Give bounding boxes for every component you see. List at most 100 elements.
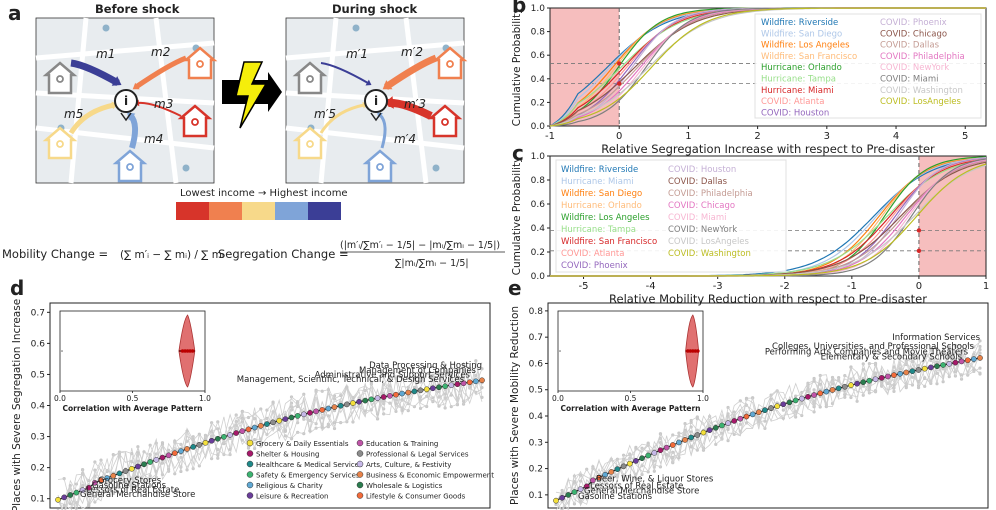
legend-entry: COVID: Washington xyxy=(880,86,963,96)
category-point xyxy=(386,392,393,399)
category-point xyxy=(122,468,129,474)
category-point xyxy=(374,395,381,402)
house-icon xyxy=(112,149,148,183)
panel-e: e 0.1 0.2 0.3 0.4 0.5 0.6 0.7 0.8 Places with Sev… xyxy=(508,276,989,510)
inset-tick-label: 0.0 xyxy=(54,394,66,403)
person-icon xyxy=(446,60,454,68)
map-road xyxy=(318,17,339,184)
category-point xyxy=(602,471,609,478)
category-point xyxy=(221,433,227,440)
category-point xyxy=(958,358,965,365)
legend-entry: COVID: Chicago xyxy=(880,29,947,39)
legend-entry: COVID: Houston xyxy=(668,165,736,175)
y-tick-label: 0.6 xyxy=(531,200,546,210)
flow-arrowhead xyxy=(384,96,394,109)
y-tick-label: 0.7 xyxy=(529,333,543,343)
shock-lightning-icon xyxy=(222,61,282,129)
category-point xyxy=(866,377,873,384)
x-tick-label: -3 xyxy=(713,281,723,292)
category-point xyxy=(559,494,565,501)
legend-entry: Wildfire: San Diego xyxy=(561,189,642,199)
category-annotation: Beer, Wine, & Liquor Stores xyxy=(596,475,714,485)
y-tick-label: 0.4 xyxy=(531,224,546,234)
category-point xyxy=(362,397,369,404)
city-trace xyxy=(57,368,483,510)
y-tick-label: 1.0 xyxy=(531,4,546,14)
category-point xyxy=(669,442,676,448)
city-trace xyxy=(61,362,483,510)
category-point xyxy=(749,411,756,418)
legend-marker xyxy=(356,460,364,468)
y-tick-label: 0.1 xyxy=(31,495,45,505)
category-point xyxy=(633,458,639,464)
city-trace xyxy=(57,373,483,510)
category-annotation: Elementary & Secondary Schools xyxy=(821,353,963,363)
category-point xyxy=(798,395,805,402)
city-trace xyxy=(555,345,981,505)
category-point xyxy=(571,489,578,495)
plot-frame xyxy=(547,302,989,509)
x-tick-label: -5 xyxy=(579,281,589,292)
poi-pin xyxy=(120,112,132,122)
category-point xyxy=(915,367,922,373)
category-point xyxy=(927,364,934,371)
category-point xyxy=(442,383,448,390)
category-point xyxy=(565,492,572,498)
reference-point xyxy=(916,228,922,233)
category-annotation: General Merchandise Store xyxy=(80,490,195,500)
during-shock-title: During shock xyxy=(332,2,418,16)
flow-arrow xyxy=(70,59,120,87)
violin-point xyxy=(688,349,693,353)
category-point xyxy=(110,472,117,479)
category-point xyxy=(429,385,436,392)
category-point xyxy=(614,466,621,473)
violin-point xyxy=(180,349,185,353)
x-tick-label: -2 xyxy=(780,281,790,292)
legend-entry: Hurricane: Orlando xyxy=(761,63,842,73)
category-point xyxy=(725,420,731,427)
category-point xyxy=(196,441,203,448)
mobility-change-formula: (∑ m′ᵢ − ∑ mᵢ) / ∑ mᵢ xyxy=(120,249,224,261)
category-point xyxy=(331,404,338,410)
income-color-swatch xyxy=(242,202,275,220)
category-point xyxy=(190,444,197,450)
category-point xyxy=(940,362,946,368)
category-point xyxy=(227,432,233,438)
category-point xyxy=(153,456,160,463)
category-point xyxy=(135,463,141,470)
legend-entry: Arts, Culture, & Festivity xyxy=(366,461,451,469)
category-annotation: Colleges, Universities, and Professional… xyxy=(772,342,975,352)
flow-label: m′4 xyxy=(394,132,416,146)
violin-point xyxy=(696,349,700,353)
person-icon xyxy=(56,75,64,83)
poi-icon-glyph: i xyxy=(374,94,378,108)
legend-entry: Wildfire: Los Angeles xyxy=(561,213,650,223)
y-tick-label: 0.5 xyxy=(529,386,543,396)
legend-entry: COVID: LosAngeles xyxy=(880,97,962,107)
house-outline xyxy=(292,126,328,160)
legend-entry: Leisure & Recreation xyxy=(256,493,329,501)
legend-entry: COVID: Phoenix xyxy=(880,18,947,28)
category-point xyxy=(479,377,485,384)
category-point xyxy=(67,492,74,498)
inset-marker xyxy=(559,350,561,352)
category-point xyxy=(73,489,80,496)
violin-point xyxy=(686,349,690,353)
category-point xyxy=(405,389,412,396)
violin-point xyxy=(185,349,190,353)
category-point xyxy=(460,380,467,387)
person-icon xyxy=(56,140,64,148)
flow-label: m′1 xyxy=(346,47,368,61)
category-annotation: Data Processing & Hosting xyxy=(369,361,482,371)
x-tick-label: 0 xyxy=(916,281,922,292)
y-axis-label: Cumulative Probability xyxy=(511,8,523,127)
map-pin-icon xyxy=(102,24,110,32)
category-point xyxy=(700,429,707,436)
category-point xyxy=(55,496,61,503)
x-tick-label: 3 xyxy=(824,131,830,142)
flow-label: m′2 xyxy=(401,45,423,59)
category-point xyxy=(454,381,461,388)
category-point xyxy=(270,419,276,426)
category-point xyxy=(657,447,664,454)
panel-letter-d: d xyxy=(10,276,24,300)
